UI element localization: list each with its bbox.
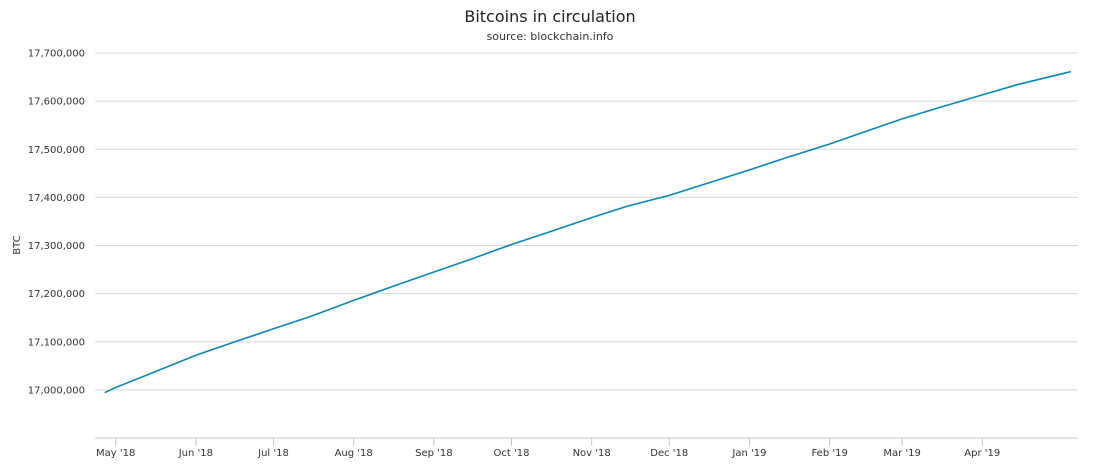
y-tick-label: 17,200,000 [28,289,85,300]
x-tick-label: Feb '19 [811,448,847,459]
gridlines [95,52,1078,391]
x-tick-label: May '18 [96,448,135,459]
y-tick-label: 17,100,000 [28,337,85,348]
y-tick-label: 17,600,000 [28,97,85,108]
chart-subtitle: source: blockchain.info [487,30,614,43]
x-axis: May '18 Jun '18 Jul '18 Aug '18 Sep '18 Oct '… [95,437,1078,459]
series-line [104,71,1071,394]
x-tick-label: Nov '18 [573,448,611,459]
y-tick-label: 17,700,000 [28,49,85,60]
x-tick-label: Jun '18 [178,448,213,459]
y-tick-label: 17,000,000 [28,385,85,396]
x-tick-label: Jul '18 [257,448,289,459]
x-tick-label: Oct '18 [494,448,530,459]
y-axis-ticks: 17,000,000 17,100,000 17,200,000 17,300,000… [28,49,85,397]
x-tick-label: Jan '19 [731,448,766,459]
series-layer [104,71,1071,394]
x-tick-label: Aug '18 [335,448,373,459]
x-tick-label: Sep '18 [415,448,453,459]
chart-title: Bitcoins in circulation [464,7,635,26]
y-tick-label: 17,400,000 [28,193,85,204]
y-axis-title: BTC [12,235,23,254]
y-tick-label: 17,300,000 [28,241,85,252]
x-tick-label: Mar '19 [883,448,921,459]
y-tick-label: 17,500,000 [28,145,85,156]
x-tick-label: Apr '19 [964,448,1000,459]
x-tick-label: Dec '18 [650,448,688,459]
